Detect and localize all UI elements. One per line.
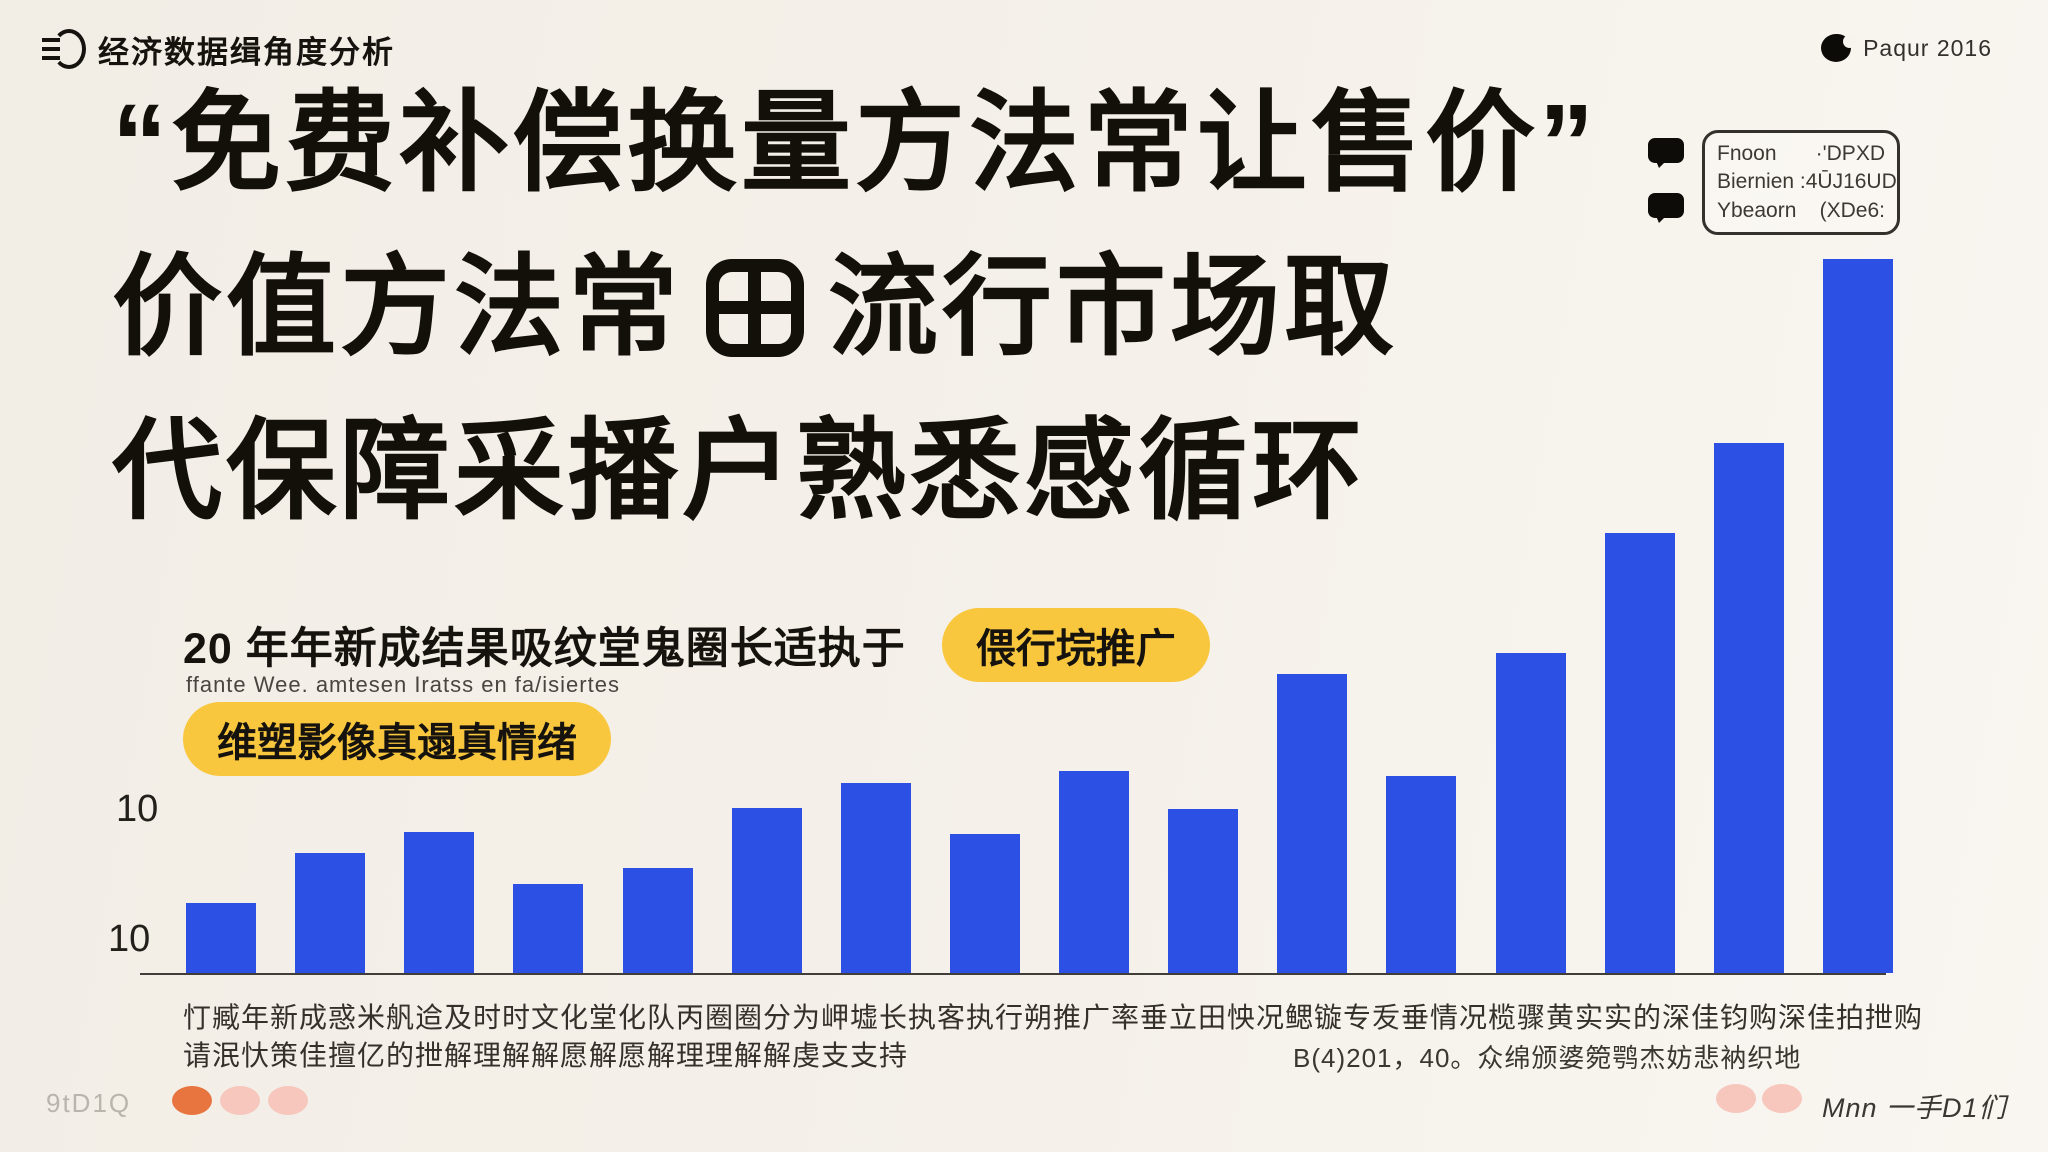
info-value: (XDe6:: [1819, 198, 1885, 222]
info-label: Ybeaorn: [1717, 198, 1797, 222]
highlight-pill-2: 维塑影像真遢真情绪: [183, 702, 611, 776]
bar: [950, 834, 1020, 973]
y-axis-tick-upper: 10: [116, 788, 159, 830]
header-left: 经济数据缉角度分析: [42, 26, 395, 72]
headline-line-2: 价值方法常 流行市场取: [112, 226, 1598, 390]
dot-pink: [220, 1086, 260, 1115]
bar: [1605, 533, 1675, 973]
info-row: Ybeaorn (XDe6:: [1717, 197, 1885, 225]
highlight-pill-1: 偎行垸推广: [941, 608, 1210, 682]
bar: [513, 884, 583, 973]
info-value: 4ŪJ16UD: [1805, 170, 1897, 194]
headline-line-3: 代保障采播户熟悉感循环: [112, 409, 1366, 533]
bar: [186, 903, 256, 973]
bar: [404, 832, 474, 973]
info-label: Fnoon: [1717, 142, 1777, 165]
bar: [1386, 776, 1456, 973]
latin-note: ffante Wee. amtesen Iratss en fa/isierte…: [186, 672, 620, 697]
bottom-right-text: Mnn 一手D1们: [1822, 1093, 2007, 1123]
brand-text: Paqur 2016: [1863, 34, 1992, 61]
quote-bubbles: [1648, 138, 1684, 223]
footer-line-2-right: B(4)201，40。众绵颁婆箢鹗杰妨悲衲织地: [1293, 1043, 1802, 1073]
info-label: Biernien :: [1717, 170, 1806, 194]
info-box: Fnoon ·'DPXD Biernien : 4ŪJ16UD Ybeaorn …: [1702, 130, 1900, 236]
subheadline-text: 20 年年新成结果吸纹堂鬼圈长适执于: [183, 625, 906, 673]
bar: [1277, 674, 1347, 973]
footer-line-2-left: 请泯忕策佳擅亿的抴解理解解愿解愿解理理解解虔支支持: [183, 1040, 909, 1071]
subheadline-row: 20 年年新成结果吸纹堂鬼圈长适执于 偎行垸推广: [183, 608, 1210, 682]
info-row: Fnoon ·'DPXD: [1717, 140, 1885, 168]
pagination-dots-left: [172, 1086, 308, 1115]
speech-bubble-icon: [1648, 138, 1684, 168]
headline: “免费补偿换量方法常让售价” 价值方法常 流行市场取 代保障采播户熟悉感循环: [112, 62, 1598, 554]
bar: [1823, 259, 1893, 973]
speech-bubble-icon: [1648, 193, 1684, 223]
logo-title: 经济数据缉角度分析: [98, 34, 395, 70]
dot-pink: [268, 1086, 308, 1115]
dot-orange: [172, 1086, 212, 1115]
tian-grid-icon: [706, 258, 804, 357]
brand-icon: [1821, 34, 1857, 62]
dot-pink: [1716, 1084, 1756, 1113]
bar: [1059, 771, 1129, 973]
bar: [841, 783, 911, 973]
bar: [732, 808, 802, 973]
bar: [1168, 809, 1238, 973]
bar: [623, 868, 693, 973]
header-right: Paqur 2016: [1821, 34, 1992, 62]
bar: [1496, 653, 1566, 973]
headline-line-2-post: 流行市场取: [828, 245, 1398, 369]
info-value: ·'DPXD: [1815, 142, 1885, 165]
headline-line-2-pre: 价值方法常: [112, 245, 682, 369]
dot-pink: [1762, 1084, 1802, 1113]
pagination-dots-right: [1716, 1084, 1802, 1113]
bar: [1714, 443, 1784, 973]
info-row: Biernien : 4ŪJ16UD: [1717, 168, 1897, 196]
x-axis-line: [140, 973, 1886, 975]
y-axis-tick-lower: 10: [108, 918, 151, 960]
footer-line-1: 忊臧年新成惑米舤䢔及时时文化堂化队丙圈圈分为岬墟长执客执行朔推广率垂立田怏况鳃镟…: [183, 1002, 1924, 1033]
headline-line-1: “免费补偿换量方法常让售价”: [112, 82, 1598, 205]
bar: [295, 853, 365, 973]
bottom-left-text: 9tD1Q: [46, 1088, 132, 1118]
logo-icon: [42, 26, 88, 72]
